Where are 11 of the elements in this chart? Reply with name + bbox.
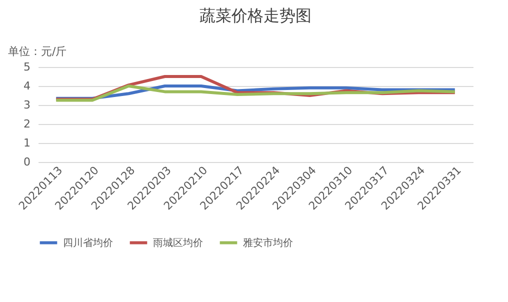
legend-label: 雨城区均价	[153, 236, 203, 249]
y-tick-label: 4	[24, 80, 30, 92]
y-tick-label: 2	[24, 118, 30, 130]
legend-label: 雅安市均价	[243, 236, 293, 249]
y-tick-label: 1	[24, 136, 30, 150]
y-tick-label: 0	[24, 156, 30, 168]
chart-title: 蔬菜价格走势图	[200, 6, 312, 25]
y-tick-label: 5	[24, 60, 30, 74]
y-tick-label: 3	[24, 98, 30, 112]
text: 单位：元/斤	[8, 45, 67, 58]
legend-label: 四川省均价	[63, 236, 113, 249]
